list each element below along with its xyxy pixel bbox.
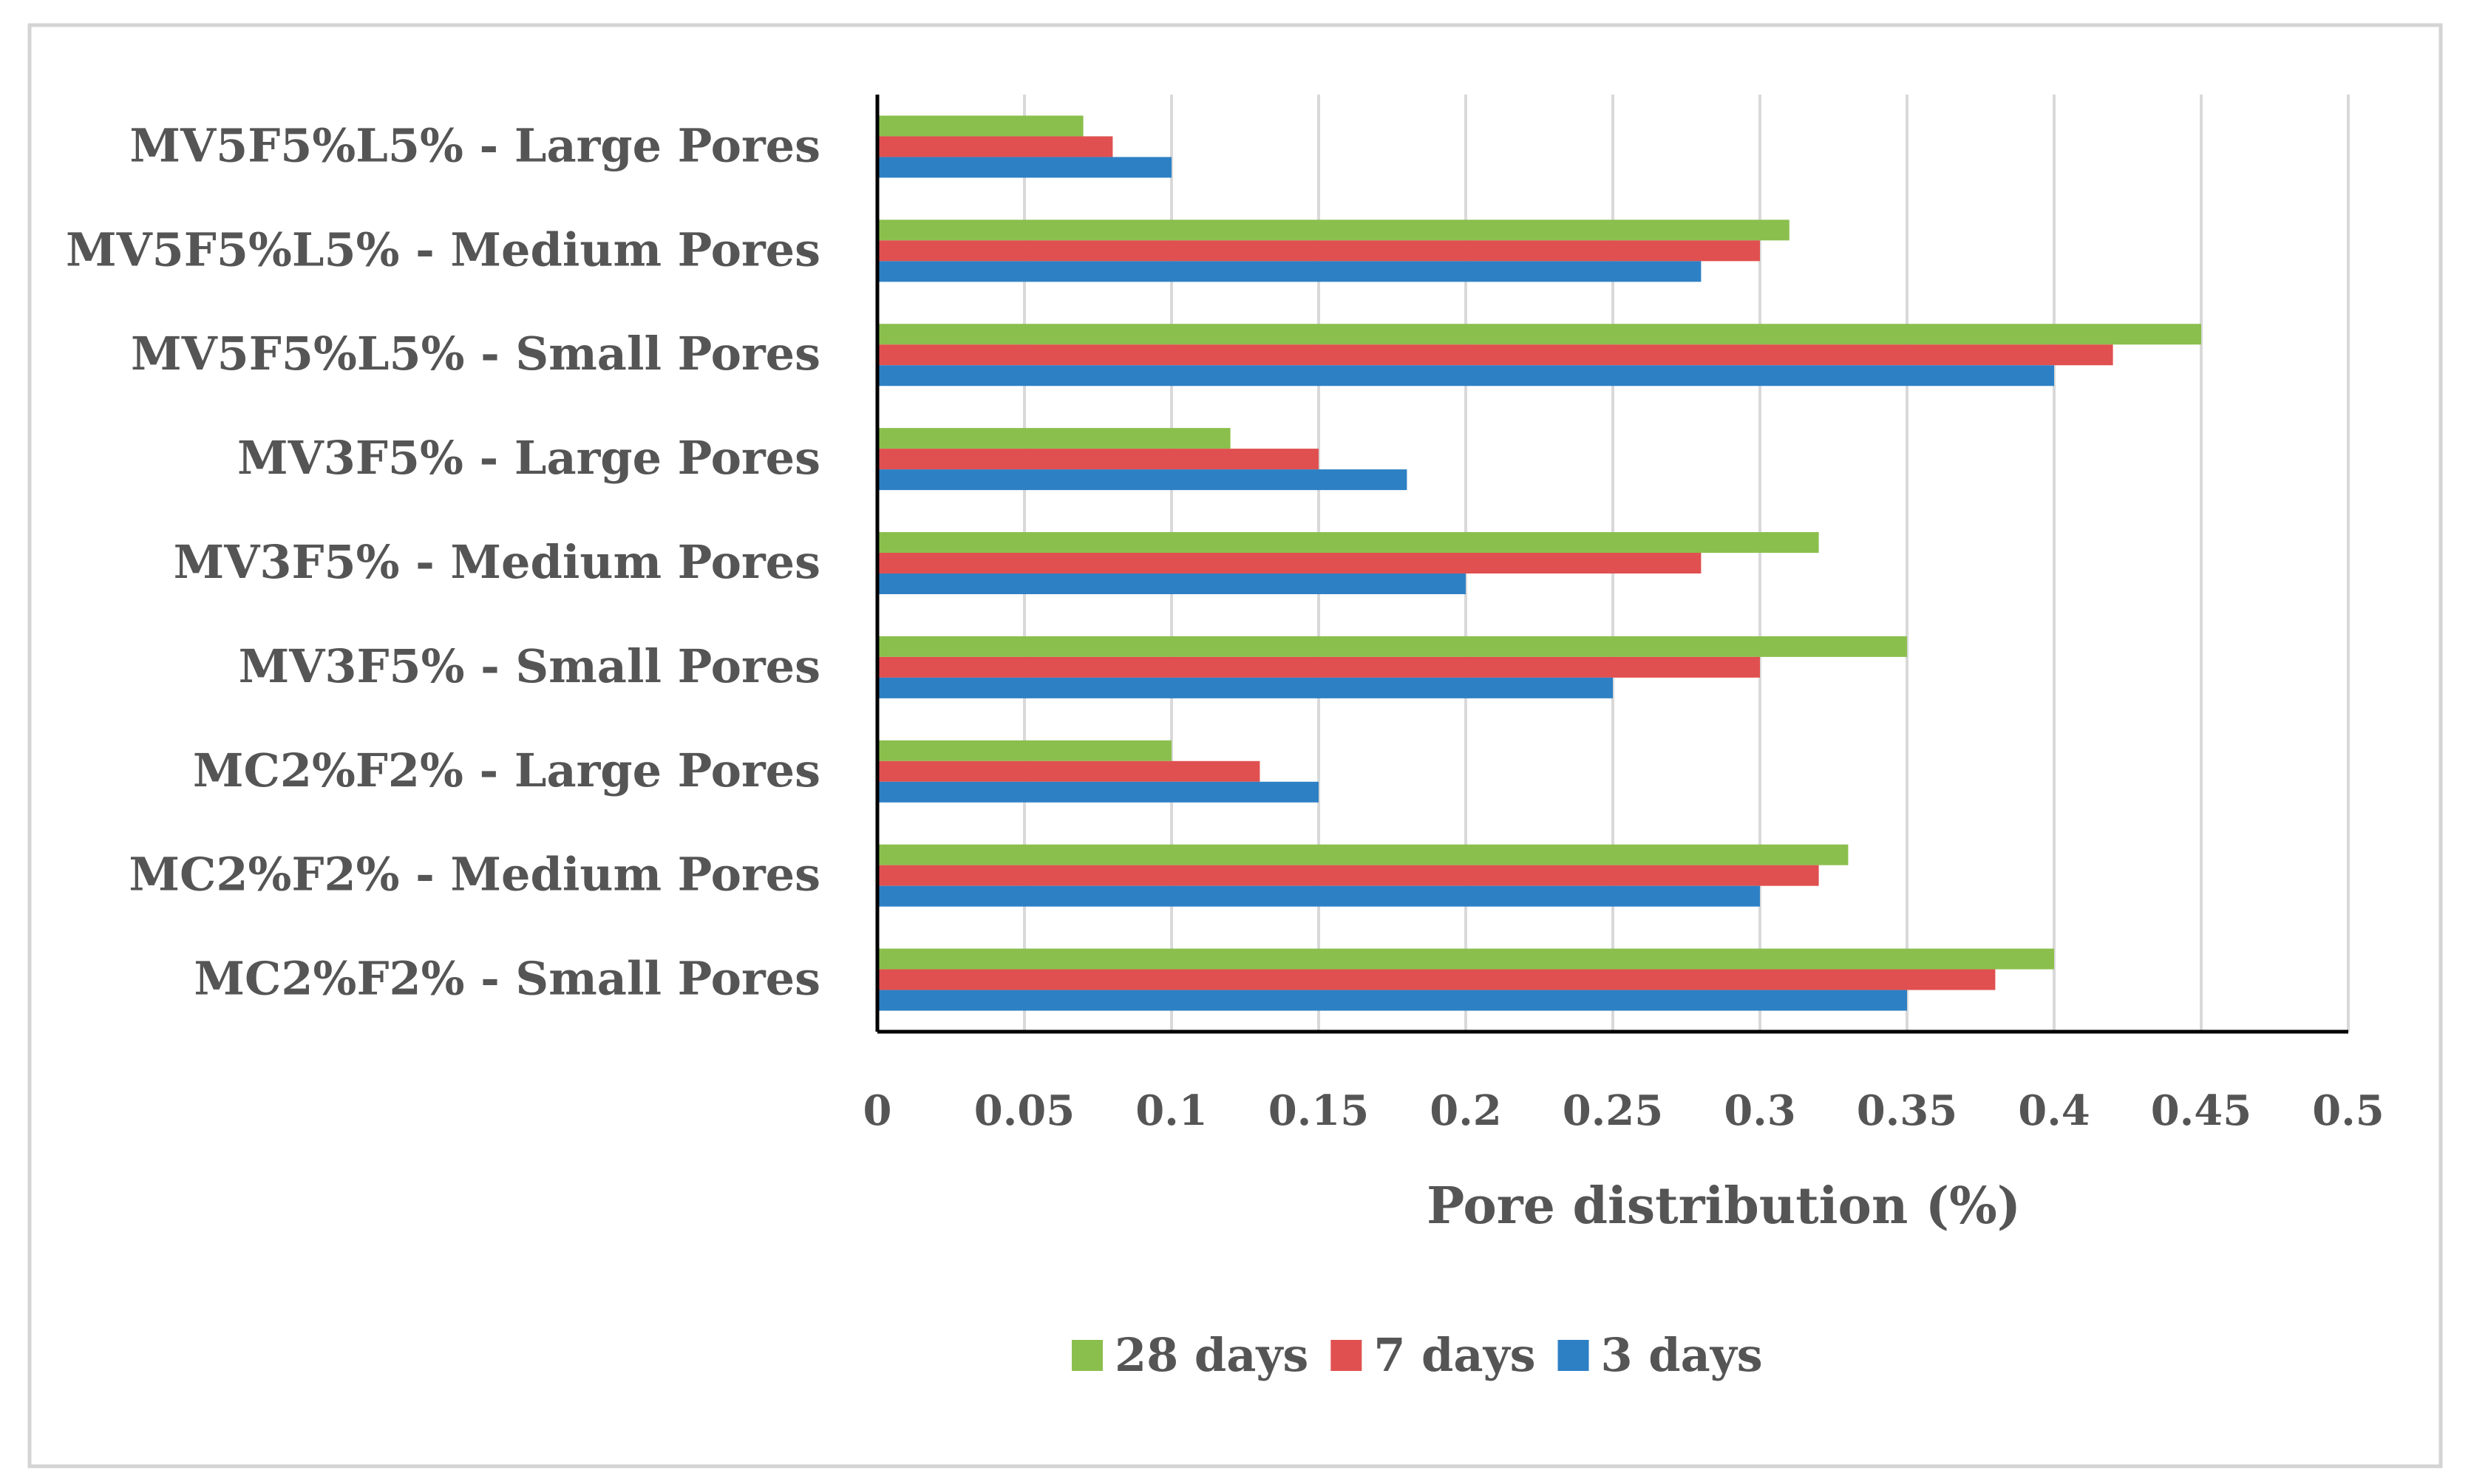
bar-7-days-3 (877, 449, 1319, 470)
legend-swatch-7-days (1330, 1340, 1362, 1371)
bar-3-days-8 (877, 990, 1907, 1011)
x-tick-label: 0 (863, 1086, 892, 1135)
bar-7-days-1 (877, 240, 1760, 262)
bar-28-days-2 (877, 324, 2201, 345)
x-tick-label: 0.45 (2151, 1086, 2251, 1135)
legend-label-28-days: 28 days (1115, 1328, 1308, 1382)
bar-7-days-8 (877, 969, 1996, 990)
x-tick-label: 0.4 (2018, 1086, 2090, 1135)
category-label: MV3F5% - Medium Pores (174, 535, 820, 589)
category-label: MV5F5%L5% - Medium Pores (66, 222, 820, 276)
category-label: MC2%F2% - Large Pores (193, 743, 820, 797)
bar-28-days-6 (877, 740, 1172, 761)
legend-swatch-3-days (1557, 1340, 1589, 1371)
x-tick-labels: 0 0.05 0.1 0.15 0.2 0.25 0.3 0.35 0.4 0.45 0.5 (863, 1086, 2385, 1135)
category-label: MV5F5%L5% - Large Pores (129, 118, 820, 172)
bar-7-days-5 (877, 656, 1760, 678)
legend-swatch-28-days (1072, 1340, 1103, 1371)
bar-3-days-0 (877, 157, 1172, 178)
bars (877, 115, 2201, 1011)
bar-7-days-2 (877, 344, 2113, 366)
category-label: MC2%F2% - Medium Pores (129, 848, 820, 902)
bar-7-days-7 (877, 865, 1819, 886)
category-label: MC2%F2% - Small Pores (194, 952, 820, 1006)
bar-3-days-4 (877, 573, 1466, 594)
category-label: MV3F5% - Large Pores (237, 431, 820, 485)
bar-3-days-2 (877, 365, 2054, 387)
bar-7-days-0 (877, 136, 1113, 157)
bar-28-days-5 (877, 636, 1907, 657)
x-tick-label: 0.2 (1430, 1086, 1501, 1135)
legend-label-7-days: 7 days (1373, 1328, 1535, 1382)
category-label: MV3F5% - Small Pores (239, 639, 820, 693)
x-tick-label: 0.1 (1135, 1086, 1207, 1135)
legend-label-3-days: 3 days (1601, 1328, 1763, 1382)
bar-28-days-7 (877, 844, 1849, 865)
bar-3-days-6 (877, 781, 1319, 803)
bar-28-days-0 (877, 115, 1084, 137)
bar-3-days-7 (877, 885, 1760, 907)
bar-7-days-6 (877, 760, 1260, 782)
bar-28-days-8 (877, 948, 2054, 970)
axes (875, 95, 2348, 1034)
category-labels: MV5F5%L5% - Large Pores MV5F5%L5% - Mediu… (66, 118, 820, 1005)
bar-28-days-4 (877, 532, 1819, 553)
bar-3-days-1 (877, 261, 1702, 282)
x-tick-label: 0.35 (1857, 1086, 1957, 1135)
bar-28-days-3 (877, 428, 1231, 449)
category-label: MV5F5%L5% - Small Pores (131, 327, 820, 381)
legend: 28 days 7 days 3 days (1072, 1328, 1763, 1382)
x-tick-label: 0.15 (1268, 1086, 1369, 1135)
x-tick-label: 0.25 (1563, 1086, 1663, 1135)
x-tick-label: 0.3 (1724, 1086, 1795, 1135)
bar-3-days-3 (877, 469, 1407, 491)
bar-7-days-4 (877, 553, 1702, 573)
x-tick-label: 0.5 (2312, 1086, 2384, 1135)
bar-3-days-5 (877, 677, 1613, 698)
x-axis-title: Pore distribution (%) (1427, 1177, 2021, 1236)
bar-28-days-1 (877, 219, 1789, 241)
x-tick-label: 0.05 (974, 1086, 1075, 1135)
